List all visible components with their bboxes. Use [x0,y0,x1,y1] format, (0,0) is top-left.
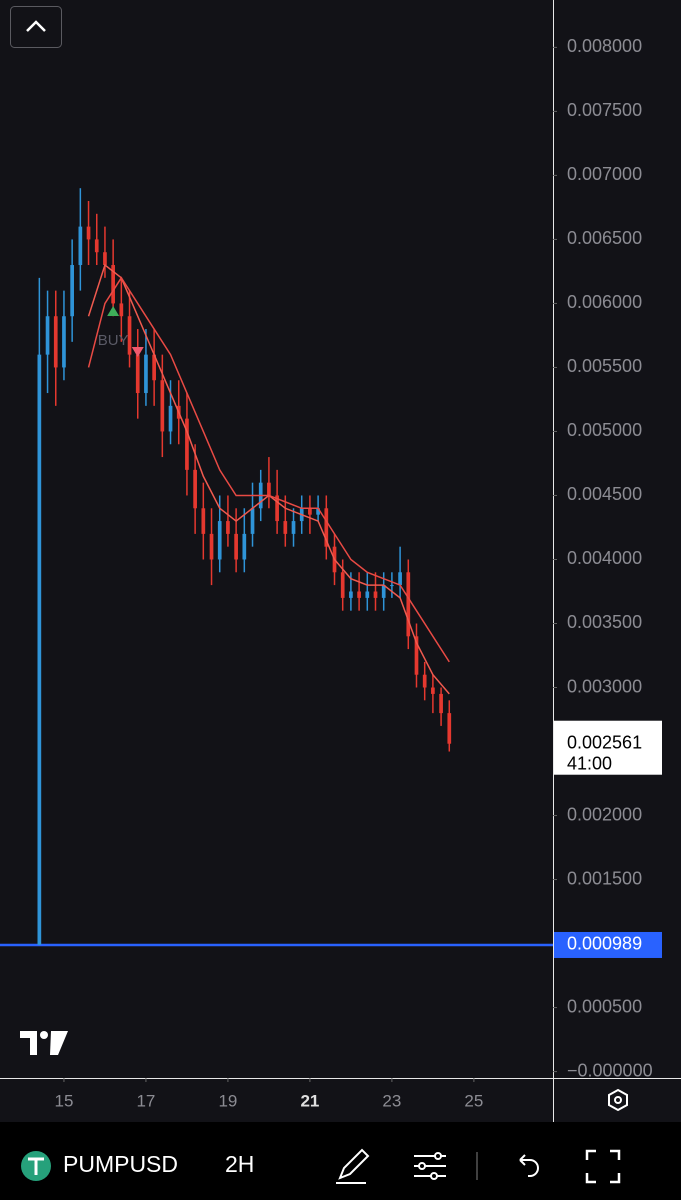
candle-body [373,591,378,598]
y-tick-label: 0.004500 [567,484,642,504]
candle-body [152,354,156,381]
countdown: 41:00 [567,753,612,773]
x-tick-label: 21 [300,1091,319,1110]
undo[interactable] [519,1154,539,1177]
y-tick-label: 0.006000 [567,292,642,312]
candle-body [193,469,197,509]
candle-body [94,239,99,253]
candle-body [78,226,83,266]
toolbar-bg [0,1122,681,1200]
candle-body [447,713,452,744]
candle-body [308,508,312,515]
y-tick-label: 0.006500 [567,228,642,248]
candle-body [168,405,173,432]
y-tick-label: 0.008000 [567,36,642,56]
collapse-button[interactable] [10,6,62,48]
candle-body [86,226,91,240]
x-tick-label: 15 [54,1091,73,1110]
y-tick-label: 0.003000 [567,676,642,696]
candle-body [111,265,115,304]
candle-body [127,316,132,355]
candle-body [398,572,402,586]
candle-body [53,316,58,368]
candle-body [390,585,394,587]
candle-body [291,521,296,534]
x-tick-label: 25 [464,1091,483,1110]
y-tick-label: 0.007000 [567,164,642,184]
candle-body [431,687,435,694]
candle-body [381,585,386,598]
candle-body [324,508,329,547]
symbol[interactable]: PUMPUSD [63,1151,178,1177]
x-tick-label: 23 [382,1091,401,1110]
y-tick-label: 0.005500 [567,356,642,376]
candle-body [242,533,247,560]
buy-signal [107,306,120,316]
last-price-box [554,720,662,775]
candle-body [267,482,271,496]
candle-body [70,265,74,317]
candle-body [226,521,230,534]
symbol-icon [21,1151,51,1181]
candle-body [349,591,353,598]
candle-body [45,316,50,355]
candle-body [160,380,165,432]
candle-body [234,533,238,560]
level-price-box [554,931,662,958]
y-tick-label: 0.005000 [567,420,642,440]
candle-body [135,354,140,394]
interval[interactable]: 2H [225,1151,254,1177]
candle-body [144,354,148,394]
candle-body [62,316,66,368]
y-tick-label: −0.000000 [567,1060,653,1080]
x-tick-label: 17 [136,1091,155,1110]
level-price: 0.000989 [567,934,642,954]
y-tick-label: 0.004000 [567,548,642,568]
candle-body [185,418,189,470]
y-tick-label: 0.003500 [567,612,642,632]
x-tick-label: 19 [218,1091,237,1110]
candle-body [250,508,255,534]
indicator-settings[interactable] [414,1152,446,1180]
candle-body [201,508,206,534]
tradingview-logo [20,1031,68,1055]
candle-body [103,252,107,266]
candle-body [217,521,222,560]
candle-body [283,521,288,534]
y-tick-label: 0.007500 [567,100,642,120]
draw-tool[interactable] [336,1148,370,1184]
last-price: 0.002561 [567,732,642,752]
candle-body [209,533,214,560]
sell-signal [131,347,144,357]
y-tick-label: 0.000500 [567,996,642,1016]
candle-body [275,495,279,522]
candle-body [357,591,361,598]
candle-body [414,636,419,675]
candle-body [422,674,427,688]
y-tick-label: 0.001500 [567,868,642,888]
settings-icon[interactable] [608,1088,628,1112]
candle-body [340,572,345,598]
moving-average [87,276,450,663]
candle-body [439,693,443,714]
candle-body [119,303,124,317]
candle-body [316,508,320,515]
candle-body [37,354,42,945]
candle-body [365,591,370,598]
signal-label: BUY [98,332,129,349]
fullscreen[interactable] [585,1149,621,1184]
plot-area [0,188,553,947]
y-tick-label: 0.002000 [567,804,642,824]
candle-body [406,572,411,637]
